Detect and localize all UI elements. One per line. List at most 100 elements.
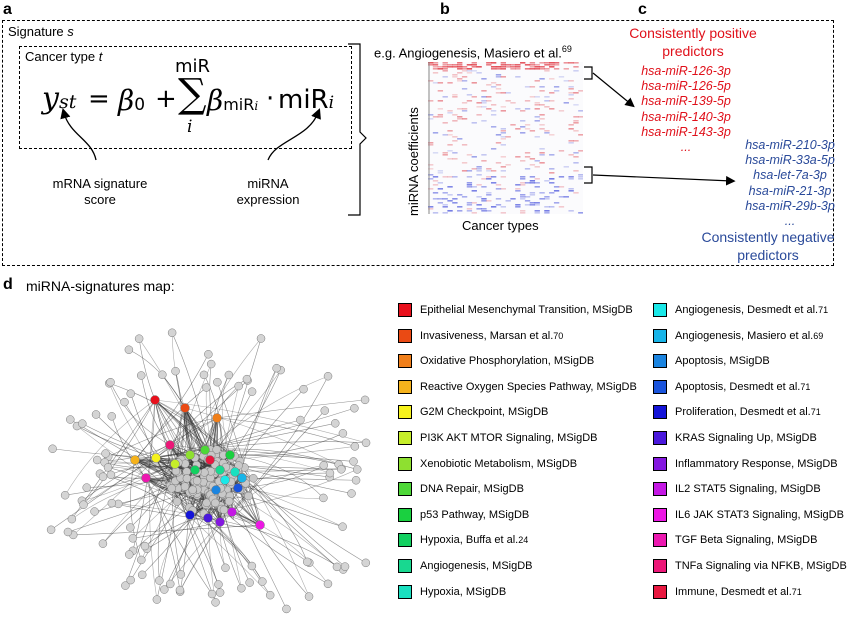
mirna-node: [137, 555, 146, 565]
legend-swatch: [398, 379, 412, 394]
heatmap-cell: [534, 108, 540, 110]
heatmap-cell: [486, 84, 492, 86]
heatmap-cell: [442, 68, 448, 70]
heatmap-cell: [505, 92, 511, 94]
legend-swatch: [653, 507, 667, 522]
negative-title-line2: predictors: [737, 247, 799, 263]
heatmap-cell: [495, 188, 502, 190]
legend-label: Invasiveness, Marsan et al.: [420, 329, 554, 342]
heatmap-cell: [510, 66, 516, 68]
legend-label: p53 Pathway, MSigDB: [420, 508, 530, 521]
heatmap-cell: [500, 92, 506, 94]
heatmap-cell: [447, 210, 453, 212]
bracket-bottom: [584, 166, 593, 184]
heatmap-cell: [452, 202, 458, 204]
mirna-node: [155, 576, 164, 585]
mirna-item: hsa-miR-126-3p: [641, 64, 731, 78]
heatmap-cell: [563, 196, 569, 198]
heatmap-cell: [544, 130, 550, 132]
legend-label: Hypoxia, MSigDB: [420, 585, 507, 598]
heatmap-cell: [524, 156, 531, 158]
heatmap-cell: [568, 142, 574, 144]
heatmap-cell: [534, 178, 540, 180]
heatmap-cell: [432, 132, 439, 134]
heatmap-cell: [529, 130, 536, 132]
heatmap-cell: [442, 192, 448, 194]
cancer-type-var: t: [98, 49, 103, 64]
heatmap-cell: [495, 68, 502, 70]
heatmap-cell: [529, 202, 536, 204]
heatmap-cell: [442, 96, 448, 98]
heatmap-cell: [578, 174, 583, 176]
heatmap-cell: [500, 176, 506, 178]
heatmap-cell: [520, 198, 526, 200]
network-edge: [216, 417, 310, 597]
heatmap-cell: [539, 86, 545, 88]
heatmap-cell: [452, 140, 458, 142]
heatmap-cell: [486, 192, 492, 194]
mirna-node: [66, 415, 75, 424]
heatmap-cell: [553, 90, 560, 92]
legend-swatch: [398, 482, 412, 497]
mirna-label-line2: expression: [236, 192, 300, 207]
mirna-node: [347, 489, 356, 498]
network-edge: [138, 338, 156, 401]
signature-node: [185, 450, 195, 460]
heatmap-cell: [553, 202, 560, 204]
heatmap-cell: [534, 80, 540, 82]
signature-node: [141, 473, 151, 483]
eq-beta-sub: miR: [223, 95, 255, 114]
mirna-node: [304, 592, 314, 601]
heatmap-cell: [486, 96, 492, 98]
heatmap-cell: [442, 206, 448, 208]
heatmap-cell: [490, 206, 497, 208]
heatmap-cell: [437, 114, 444, 116]
mirna-node: [101, 449, 110, 458]
heatmap-cell: [428, 114, 434, 116]
heatmap-cell: [437, 172, 444, 174]
mirna-node: [48, 444, 57, 454]
network-edge: [207, 517, 263, 582]
mirna-node: [361, 558, 371, 568]
heatmap-cell: [520, 132, 526, 134]
mirna-node: [200, 468, 209, 477]
heatmap-cell: [529, 204, 536, 206]
heatmap-cell: [515, 184, 521, 186]
heatmap-cell: [549, 100, 555, 102]
heatmap-cell: [486, 170, 492, 172]
legend-swatch: [653, 379, 667, 394]
heatmap-cell: [486, 178, 492, 180]
mirna-item: hsa-miR-21-3p: [748, 183, 832, 198]
mirna-node: [67, 514, 77, 524]
heatmap-cell: [428, 144, 434, 146]
signature-var: s: [67, 24, 74, 39]
signature-node: [185, 510, 195, 520]
heatmap-cell: [466, 154, 473, 156]
equation: yst: [42, 84, 76, 117]
heatmap-cell: [476, 66, 482, 68]
mirna-node: [256, 334, 266, 343]
heatmap-cell: [428, 178, 434, 180]
heatmap-cell: [481, 186, 487, 188]
heatmap-cell: [471, 156, 477, 158]
mirna-node: [202, 383, 211, 392]
heatmap-cell: [539, 148, 545, 150]
eq-beta0-symbol: β: [118, 84, 135, 117]
legend-ref: 24: [518, 535, 529, 546]
cancer-type-label: Cancer type t: [25, 49, 102, 64]
heatmap-cell: [544, 180, 550, 182]
heatmap-cell: [457, 118, 463, 120]
heatmap-cell: [573, 152, 579, 154]
legend-entry: G2M Checkpoint, MSigDB: [398, 403, 548, 421]
heatmap-cell: [500, 68, 506, 70]
eq-y: y: [42, 81, 59, 116]
heatmap-cell: [515, 66, 521, 68]
legend-swatch: [398, 431, 412, 445]
legend-label: Xenobiotic Metabolism, MSigDB: [420, 457, 578, 470]
legend-entry: Invasiveness, Marsan et al. 70: [398, 327, 563, 345]
heatmap-cell: [457, 116, 463, 118]
mirna-node: [124, 345, 134, 354]
legend-entry: IL6 JAK STAT3 Signaling, MSigDB: [653, 506, 844, 524]
heatmap-cell: [544, 210, 550, 212]
mirna-node: [224, 497, 234, 506]
